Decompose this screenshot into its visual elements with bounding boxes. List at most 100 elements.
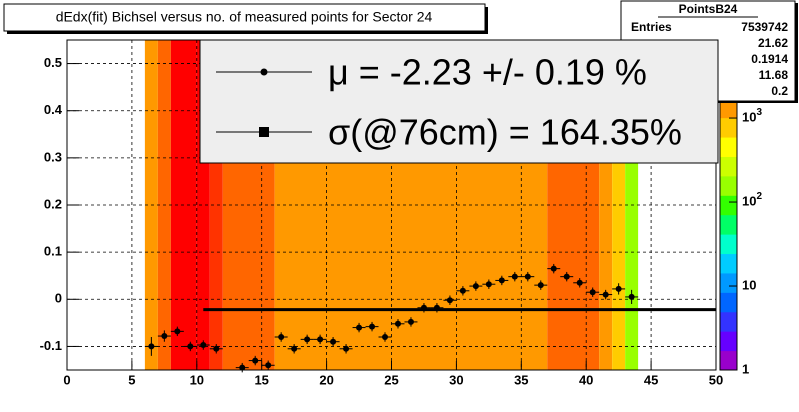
profile-point bbox=[469, 281, 483, 291]
profile-point bbox=[287, 344, 301, 354]
legend bbox=[199, 39, 719, 164]
marker bbox=[576, 279, 583, 286]
profile-point bbox=[170, 326, 184, 337]
marker bbox=[161, 333, 168, 340]
profile-point bbox=[157, 330, 171, 342]
x-tick-label: 25 bbox=[384, 372, 398, 387]
palette-swatch bbox=[720, 117, 737, 138]
palette-swatch bbox=[720, 175, 737, 196]
profile-point bbox=[248, 355, 262, 366]
stats-value: 21.62 bbox=[758, 36, 788, 50]
stats-values: 21.62 0.1914 11.68 0.2 bbox=[751, 36, 788, 98]
y-tick-label: -0.1 bbox=[40, 338, 62, 353]
palette-swatch bbox=[720, 311, 737, 332]
marker bbox=[174, 328, 181, 335]
x-tick-label: 5 bbox=[128, 372, 135, 387]
marker bbox=[265, 362, 272, 369]
chart-title: dEdx(fit) Bichsel versus no. of measured… bbox=[56, 9, 433, 25]
x-tick-label: 20 bbox=[319, 372, 333, 387]
profile-point bbox=[430, 303, 444, 313]
profile-point bbox=[560, 271, 574, 282]
profile-point bbox=[599, 289, 613, 300]
marker bbox=[252, 357, 259, 364]
marker bbox=[291, 345, 298, 352]
profile-point bbox=[456, 286, 470, 296]
marker bbox=[187, 343, 194, 350]
x-tick-label: 0 bbox=[63, 372, 70, 387]
marker bbox=[356, 324, 363, 331]
x-tick-label: 50 bbox=[709, 372, 723, 387]
title-box bbox=[3, 3, 486, 32]
y-tick-label: 0.2 bbox=[44, 196, 62, 211]
profile-point bbox=[404, 317, 418, 327]
marker bbox=[239, 364, 246, 371]
profile-point bbox=[326, 337, 340, 347]
stats-name: PointsB24 bbox=[679, 2, 738, 16]
profile-point bbox=[183, 341, 197, 352]
palette-swatch bbox=[720, 137, 737, 157]
stats-value: 11.68 bbox=[759, 68, 789, 82]
marker bbox=[511, 273, 518, 280]
marker bbox=[602, 291, 609, 298]
marker bbox=[213, 345, 220, 352]
palette-swatch bbox=[720, 214, 737, 235]
profile-point bbox=[482, 279, 496, 289]
marker bbox=[433, 304, 440, 311]
profile-point bbox=[274, 332, 288, 342]
profile-point bbox=[443, 295, 457, 305]
x-tick-label: 15 bbox=[254, 372, 268, 387]
legend-label: μ = -2.23 +/- 0.19 % bbox=[328, 52, 647, 93]
profile-point bbox=[235, 362, 249, 373]
palette-swatch bbox=[720, 234, 737, 255]
marker bbox=[563, 273, 570, 280]
marker bbox=[472, 283, 479, 290]
y-tick-label: 0 bbox=[55, 291, 62, 306]
profile-point bbox=[313, 334, 327, 345]
palette-swatch bbox=[720, 350, 737, 371]
marker bbox=[369, 323, 376, 330]
palette-swatch bbox=[720, 272, 737, 293]
profile-point bbox=[365, 321, 379, 332]
y-tick-label: 0.5 bbox=[44, 55, 62, 70]
marker bbox=[589, 289, 596, 296]
legend-marker bbox=[260, 68, 268, 76]
y-tick-label: 0.3 bbox=[44, 149, 62, 164]
stats-value: 7539742 bbox=[741, 20, 788, 34]
profile-point bbox=[352, 322, 366, 333]
marker bbox=[498, 277, 505, 284]
marker bbox=[628, 293, 635, 300]
profile-point bbox=[534, 280, 548, 290]
profile-point bbox=[547, 263, 561, 274]
x-tick-label: 45 bbox=[644, 372, 658, 387]
marker bbox=[615, 285, 622, 292]
marker bbox=[407, 318, 414, 325]
profile-point bbox=[144, 337, 158, 356]
marker bbox=[382, 334, 389, 340]
profile-point bbox=[378, 332, 392, 342]
x-tick-label: 35 bbox=[514, 372, 528, 387]
x-tick-label: 40 bbox=[579, 372, 593, 387]
marker bbox=[200, 342, 207, 349]
profile-point bbox=[196, 340, 210, 350]
z-tick-label: 1 bbox=[742, 361, 749, 376]
marker bbox=[550, 265, 557, 272]
profile-point bbox=[391, 319, 405, 329]
marker bbox=[420, 304, 427, 311]
marker bbox=[304, 336, 311, 343]
stats-value: 0.1914 bbox=[751, 52, 788, 66]
x-tick-label: 30 bbox=[449, 372, 463, 387]
marker bbox=[330, 338, 337, 345]
profile-point bbox=[209, 344, 223, 354]
profile-point bbox=[300, 334, 314, 345]
marker bbox=[537, 282, 544, 289]
palette-swatch bbox=[720, 253, 737, 274]
marker bbox=[317, 336, 324, 343]
palette-swatch bbox=[720, 195, 737, 216]
profile-point bbox=[586, 287, 600, 297]
palette-swatch bbox=[720, 292, 737, 313]
profile-point bbox=[625, 289, 639, 304]
z-tick-label: 10 bbox=[742, 277, 756, 292]
y-tick-label: 0.4 bbox=[44, 102, 63, 117]
marker bbox=[394, 320, 401, 327]
